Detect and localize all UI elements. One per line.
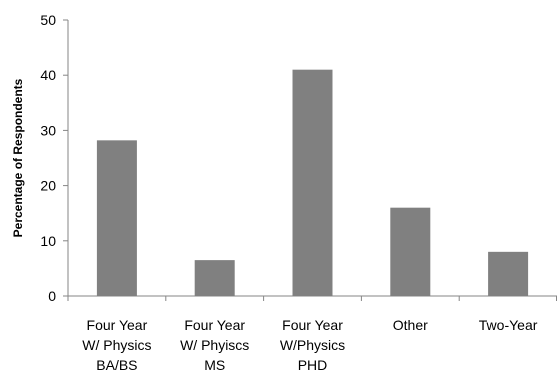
x-category-label-line: MS [204,357,225,373]
x-category-label-line: Four Year [87,317,148,333]
x-category-label-line: W/Physics [280,337,345,353]
x-category-label-line: BA/BS [96,357,137,373]
bars [96,69,529,297]
bar [292,69,333,297]
x-category-label-line: Four Year [184,317,245,333]
y-tick-label: 50 [40,12,56,28]
y-axis: 0 10 20 30 40 50 [40,12,69,304]
y-tick-label: 30 [40,122,56,138]
x-category-label-line: W/ Phyiscs [180,337,249,353]
y-tick-label: 10 [40,233,56,249]
x-category-label-line: W/ Physics [82,337,151,353]
x-category-label: Four Year W/ Physics BA/BS [82,317,151,373]
x-category-label: Four Year W/ Phyiscs MS [180,317,249,373]
category-labels: Four Year W/ Physics BA/BS Four Year W/ Phyi… [82,317,537,373]
y-tick-label: 40 [40,67,56,83]
x-category-label-line: Two-Year [479,317,538,333]
bar [194,260,235,296]
x-category-label-line: Other [393,317,428,333]
x-category-label: Other [393,317,428,333]
y-tick-label: 20 [40,178,56,194]
x-axis [67,295,557,301]
y-tick-label: 0 [48,288,56,304]
x-category-label: Four Year W/Physics PHD [280,317,345,373]
y-axis-label: Percentage of Respondents [11,78,25,237]
bar [96,140,137,296]
x-category-label-line: PHD [298,357,328,373]
x-category-label-line: Four Year [282,317,343,333]
x-category-label: Two-Year [479,317,538,333]
bar [390,207,431,296]
bar [488,251,529,296]
